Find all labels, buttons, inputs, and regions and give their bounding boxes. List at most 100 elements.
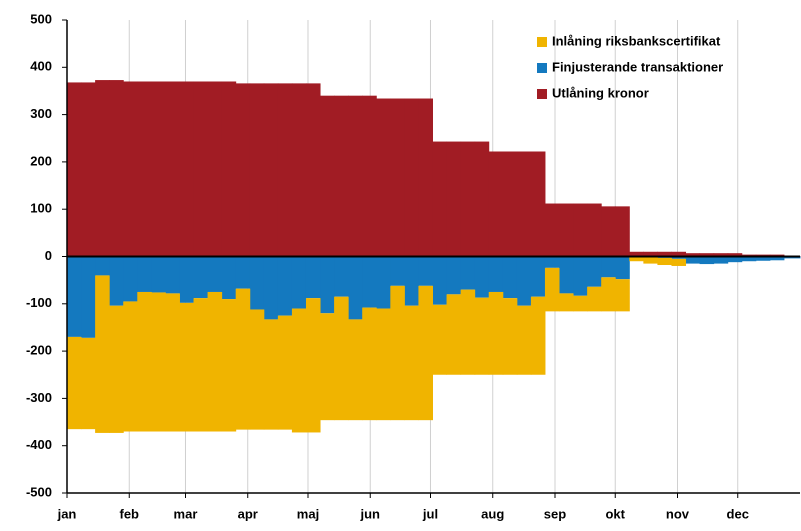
area-segment — [432, 305, 447, 375]
x-tick-label: apr — [238, 506, 258, 521]
area-segment — [643, 257, 658, 263]
area-segment — [208, 257, 223, 292]
legend-swatch — [537, 89, 547, 99]
area-segment — [517, 151, 532, 256]
area-segment — [137, 257, 152, 292]
area-segment — [81, 82, 96, 256]
area-segment — [418, 257, 433, 286]
y-tick-label: 300 — [30, 106, 52, 121]
area-segment — [250, 309, 265, 429]
area-segment — [292, 257, 307, 309]
area-segment — [320, 96, 335, 257]
area-segment — [194, 257, 209, 299]
y-tick-label: -100 — [26, 295, 52, 310]
area-segment — [208, 81, 223, 256]
area-segment — [503, 257, 518, 299]
x-tick-label: feb — [120, 506, 140, 521]
x-tick-label: maj — [297, 506, 319, 521]
area-segment — [390, 99, 405, 257]
area-segment — [390, 257, 405, 286]
area-segment — [461, 257, 476, 290]
x-tick-label: nov — [666, 506, 690, 521]
area-segment — [334, 257, 349, 297]
area-segment — [517, 306, 532, 375]
area-segment — [236, 83, 251, 256]
area-segment — [686, 257, 701, 264]
x-tick-label: aug — [481, 506, 504, 521]
x-tick-label: mar — [174, 506, 198, 521]
area-segment — [320, 313, 335, 420]
y-tick-label: -400 — [26, 437, 52, 452]
area-segment — [95, 257, 110, 276]
area-segment — [447, 294, 462, 374]
x-tick-label: jun — [359, 506, 380, 521]
area-segment — [222, 299, 237, 431]
y-tick-label: -500 — [26, 484, 52, 499]
area-segment — [292, 309, 307, 433]
y-tick-label: -300 — [26, 390, 52, 405]
x-tick-label: okt — [605, 506, 625, 521]
area-segment — [559, 293, 574, 311]
area-segment — [67, 82, 82, 256]
area-segment — [208, 292, 223, 432]
area-segment — [137, 81, 152, 256]
y-tick-label: 500 — [30, 11, 52, 26]
area-segment — [461, 290, 476, 375]
area-segment — [531, 257, 546, 297]
area-segment — [587, 204, 602, 257]
area-segment — [123, 257, 138, 302]
area-segment — [292, 83, 307, 256]
area-segment — [151, 257, 166, 293]
area-segment — [559, 204, 574, 257]
y-tick-label: 200 — [30, 153, 52, 168]
area-segment — [362, 257, 377, 308]
y-tick-label: -200 — [26, 343, 52, 358]
area-segment — [151, 292, 166, 431]
area-segment — [432, 142, 447, 257]
area-segment — [489, 151, 504, 256]
area-segment — [447, 257, 462, 295]
area-segment — [601, 206, 616, 256]
area-segment — [123, 81, 138, 256]
legend-label: Finjusterande transaktioner — [552, 59, 723, 74]
area-segment — [67, 337, 82, 429]
area-segment — [615, 257, 630, 280]
area-segment — [67, 257, 82, 337]
area-segment — [418, 99, 433, 257]
area-segment — [250, 83, 265, 256]
area-segment — [236, 257, 251, 289]
area-segment — [404, 99, 419, 257]
area-segment — [573, 296, 588, 312]
area-segment — [531, 151, 546, 256]
legend-label: Inlåning riksbankscertifikat — [552, 33, 721, 48]
x-tick-label: sep — [544, 506, 566, 521]
area-segment — [629, 257, 644, 261]
area-segment — [503, 298, 518, 375]
area-segment — [348, 96, 363, 257]
area-segment — [404, 306, 419, 420]
area-segment — [587, 257, 602, 287]
area-segment — [601, 257, 616, 278]
area-segment — [545, 204, 560, 257]
area-segment — [376, 257, 391, 309]
area-segment — [334, 96, 349, 257]
area-segment — [615, 206, 630, 256]
legend-swatch — [537, 37, 547, 47]
y-tick-label: 400 — [30, 59, 52, 74]
area-segment — [545, 257, 560, 268]
area-segment — [320, 257, 335, 314]
area-segment — [587, 287, 602, 312]
area-segment — [236, 289, 251, 430]
area-segment — [81, 338, 96, 429]
area-segment — [447, 142, 462, 257]
area-segment — [278, 316, 293, 430]
x-tick-label: jan — [57, 506, 77, 521]
area-segment — [95, 80, 110, 256]
area-segment — [179, 303, 194, 432]
area-segment — [165, 293, 180, 431]
area-segment — [700, 257, 715, 265]
area-segment — [489, 292, 504, 375]
area-segment — [362, 308, 377, 421]
area-segment — [194, 298, 209, 431]
